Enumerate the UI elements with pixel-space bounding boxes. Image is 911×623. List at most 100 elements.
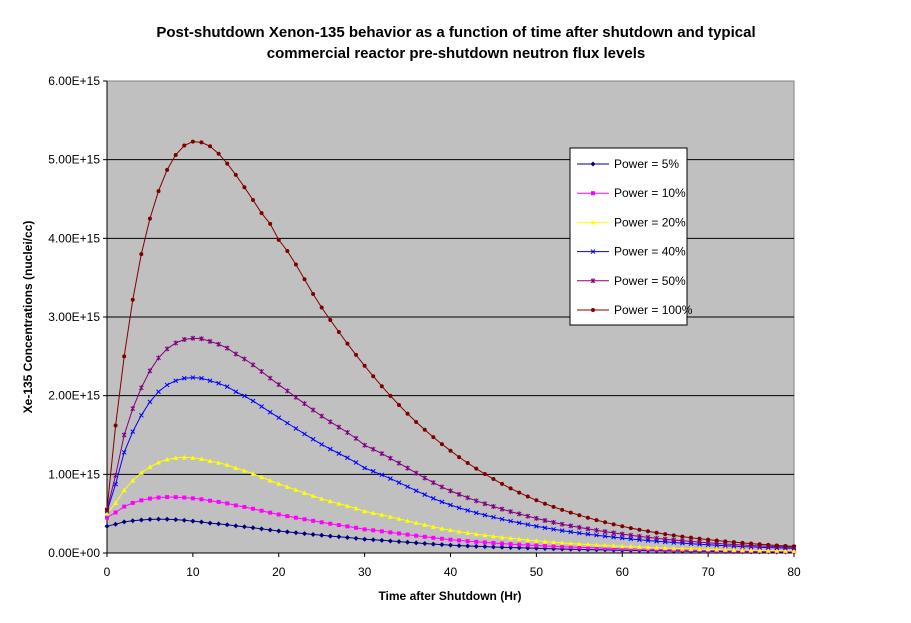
data-point bbox=[224, 462, 230, 467]
data-point bbox=[199, 336, 204, 342]
data-point bbox=[336, 534, 342, 540]
data-point bbox=[619, 543, 625, 549]
data-point bbox=[336, 523, 341, 528]
data-point bbox=[130, 518, 136, 524]
data-point bbox=[379, 512, 385, 517]
data-point bbox=[276, 512, 281, 517]
data-point bbox=[637, 537, 642, 543]
data-point bbox=[465, 461, 470, 466]
data-point bbox=[138, 470, 144, 475]
data-point bbox=[637, 527, 642, 532]
data-point bbox=[457, 538, 462, 543]
data-point bbox=[594, 527, 599, 533]
data-point bbox=[542, 501, 547, 506]
data-point bbox=[559, 521, 565, 527]
data-point bbox=[482, 501, 488, 507]
y-axis-ticks: 0.00E+00 1.00E+15 2.00E+15 3.00E+15 4.00E+15… bbox=[48, 74, 107, 560]
data-point bbox=[233, 172, 238, 177]
data-point bbox=[164, 382, 170, 388]
data-point bbox=[448, 542, 453, 548]
data-point bbox=[224, 522, 230, 528]
data-point bbox=[181, 336, 187, 342]
x-tick-label: 10 bbox=[186, 565, 200, 579]
data-point bbox=[774, 543, 779, 548]
data-point bbox=[688, 546, 694, 551]
data-point bbox=[327, 498, 333, 504]
data-point bbox=[568, 545, 573, 550]
data-point bbox=[628, 536, 634, 542]
data-point bbox=[568, 529, 574, 535]
data-point bbox=[722, 547, 728, 552]
data-point bbox=[250, 398, 256, 404]
data-point bbox=[284, 484, 290, 489]
data-point bbox=[792, 544, 796, 549]
data-point bbox=[542, 539, 548, 544]
data-point bbox=[491, 477, 496, 482]
data-point bbox=[285, 514, 290, 519]
data-point bbox=[371, 528, 376, 533]
data-point bbox=[439, 536, 444, 541]
data-point bbox=[422, 541, 428, 547]
data-point bbox=[739, 547, 745, 553]
data-point bbox=[559, 528, 565, 534]
data-point bbox=[782, 548, 788, 553]
data-point bbox=[603, 520, 608, 525]
data-point bbox=[216, 380, 221, 386]
data-point bbox=[508, 518, 513, 524]
data-point bbox=[500, 541, 505, 546]
data-point bbox=[336, 451, 342, 456]
data-point bbox=[766, 542, 771, 547]
data-point bbox=[576, 530, 582, 536]
data-point bbox=[474, 539, 479, 544]
data-point bbox=[241, 524, 247, 530]
data-point bbox=[533, 538, 539, 543]
data-point bbox=[156, 516, 162, 522]
data-point bbox=[482, 532, 488, 538]
data-point bbox=[354, 525, 359, 530]
data-point bbox=[259, 211, 264, 216]
data-point bbox=[139, 498, 144, 503]
data-point bbox=[473, 531, 479, 537]
data-point bbox=[216, 151, 221, 156]
data-point bbox=[173, 455, 179, 460]
data-point bbox=[156, 389, 161, 395]
data-point bbox=[113, 472, 118, 478]
data-point bbox=[388, 455, 393, 461]
data-point bbox=[714, 538, 719, 543]
data-point bbox=[490, 533, 496, 539]
data-point bbox=[259, 404, 264, 409]
data-point bbox=[473, 510, 479, 516]
data-point bbox=[207, 520, 213, 526]
data-point bbox=[285, 248, 290, 253]
data-point bbox=[311, 518, 316, 523]
data-point bbox=[645, 534, 651, 540]
data-point bbox=[182, 495, 187, 500]
data-point bbox=[216, 341, 221, 347]
data-point bbox=[474, 466, 479, 471]
data-point bbox=[165, 495, 170, 500]
data-point bbox=[147, 516, 153, 522]
data-point bbox=[216, 499, 221, 504]
data-point bbox=[628, 546, 633, 551]
data-point bbox=[508, 535, 514, 541]
data-point bbox=[774, 548, 780, 553]
data-point bbox=[405, 539, 411, 545]
data-point bbox=[353, 535, 359, 541]
data-point bbox=[250, 362, 256, 368]
x-tick-label: 40 bbox=[444, 565, 458, 579]
data-point bbox=[671, 533, 676, 538]
data-point bbox=[242, 504, 247, 509]
data-point bbox=[430, 524, 436, 529]
data-point bbox=[379, 384, 384, 389]
data-point bbox=[370, 510, 376, 515]
data-point bbox=[113, 510, 118, 515]
data-point bbox=[199, 497, 204, 502]
data-point bbox=[259, 368, 264, 374]
data-point bbox=[130, 297, 135, 302]
data-point bbox=[508, 542, 513, 547]
data-point bbox=[362, 536, 368, 542]
data-point bbox=[577, 545, 582, 550]
data-point bbox=[276, 382, 282, 388]
data-point bbox=[327, 533, 333, 539]
data-point bbox=[242, 393, 247, 399]
